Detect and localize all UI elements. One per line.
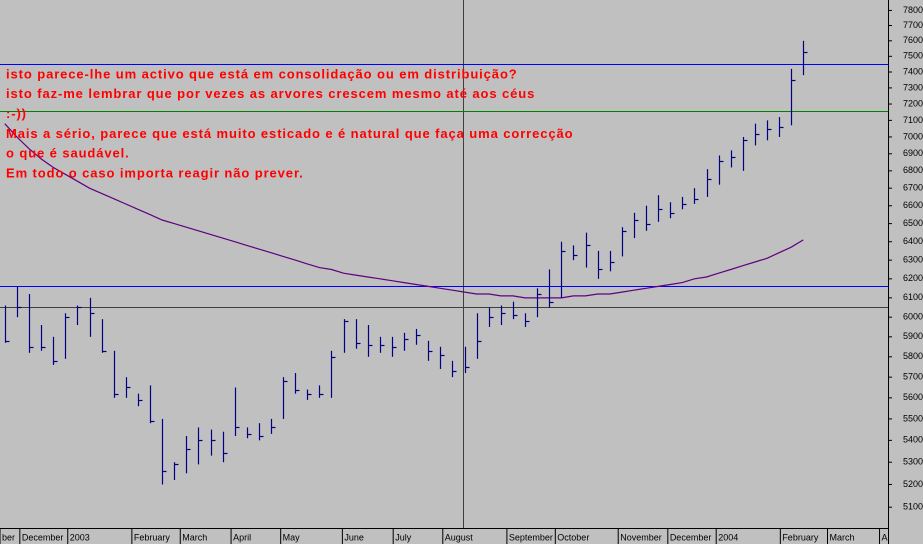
x-tick-label: March bbox=[182, 532, 207, 542]
y-tick-label: 5800 bbox=[903, 351, 923, 361]
x-tick-label: February bbox=[134, 532, 171, 542]
x-tick-label: A bbox=[882, 532, 888, 542]
y-tick-label: 7200 bbox=[903, 98, 923, 108]
y-tick-label: 7700 bbox=[903, 20, 923, 30]
y-tick-label: 5900 bbox=[903, 331, 923, 341]
x-tick-label: December bbox=[670, 532, 712, 542]
y-tick-label: 7800 bbox=[903, 5, 923, 15]
y-tick-label: 7600 bbox=[903, 35, 923, 45]
plot-area bbox=[0, 0, 888, 528]
y-tick-label: 7300 bbox=[903, 82, 923, 92]
x-tick-label: June bbox=[344, 532, 364, 542]
y-tick-label: 5600 bbox=[903, 392, 923, 402]
y-tick-label: 7400 bbox=[903, 66, 923, 76]
x-tick-label: April bbox=[233, 532, 251, 542]
x-tick-label: August bbox=[445, 532, 474, 542]
x-tick-label: 2003 bbox=[70, 532, 90, 542]
x-tick-label: July bbox=[395, 532, 412, 542]
x-tick-label: 2004 bbox=[718, 532, 738, 542]
y-tick-label: 7000 bbox=[903, 131, 923, 141]
x-tick-label: ber bbox=[2, 532, 15, 542]
y-tick-label: 6900 bbox=[903, 148, 923, 158]
annotation: isto faz-me lembrar que por vezes as arv… bbox=[6, 86, 535, 101]
y-tick-label: 6500 bbox=[903, 218, 923, 228]
y-tick-label: 6200 bbox=[903, 273, 923, 283]
y-tick-label: 6000 bbox=[903, 312, 923, 322]
x-tick-label: May bbox=[283, 532, 301, 542]
y-tick-label: 6800 bbox=[903, 165, 923, 175]
y-tick-label: 5100 bbox=[903, 502, 923, 512]
y-axis-panel bbox=[888, 0, 923, 544]
moving-average bbox=[4, 123, 804, 299]
x-tick-label: September bbox=[509, 532, 553, 542]
x-tick-label: October bbox=[557, 532, 589, 542]
x-tick-label: February bbox=[782, 532, 819, 542]
y-tick-label: 6300 bbox=[903, 255, 923, 265]
y-tick-label: 6600 bbox=[903, 200, 923, 210]
x-tick-label: November bbox=[620, 532, 662, 542]
y-tick-label: 5500 bbox=[903, 413, 923, 423]
y-tick-label: 5300 bbox=[903, 457, 923, 467]
x-tick-label: March bbox=[830, 532, 855, 542]
y-tick-label: 5700 bbox=[903, 372, 923, 382]
y-tick-label: 6700 bbox=[903, 183, 923, 193]
y-tick-label: 7500 bbox=[903, 51, 923, 61]
x-tick-label: December bbox=[22, 532, 64, 542]
y-tick-label: 5400 bbox=[903, 435, 923, 445]
annotation: Mais a sério, parece que está muito esti… bbox=[6, 126, 573, 141]
y-tick-label: 5200 bbox=[903, 479, 923, 489]
annotation: Em todo o caso importa reagir não prever… bbox=[6, 165, 304, 180]
annotation: o que é saudável. bbox=[6, 146, 130, 161]
y-tick-label: 6400 bbox=[903, 236, 923, 246]
layer: 5100 5200 5300 5400 5500 5600 5700 5800 5900 6000… bbox=[0, 5, 923, 544]
y-tick-label: 7100 bbox=[903, 115, 923, 125]
y-tick-label: 6100 bbox=[903, 292, 923, 302]
annotation: :-)) bbox=[6, 106, 27, 121]
annotation: isto parece-lhe um activo que está em co… bbox=[6, 66, 518, 81]
